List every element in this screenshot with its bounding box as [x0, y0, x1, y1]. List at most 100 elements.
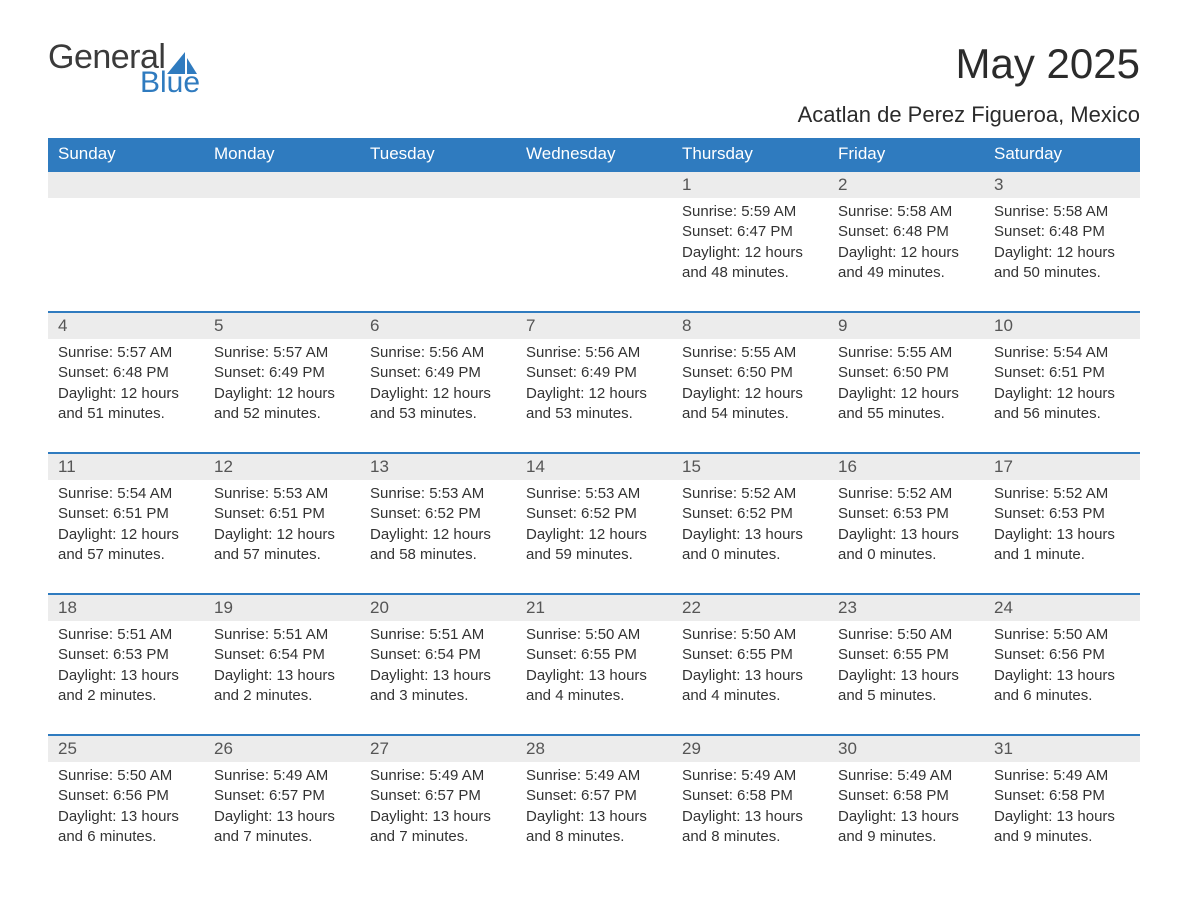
day-number-row: 11121314151617: [48, 454, 1140, 480]
day-cell: Sunrise: 5:50 AMSunset: 6:55 PMDaylight:…: [516, 621, 672, 734]
calendar-week: 11121314151617Sunrise: 5:54 AMSunset: 6:…: [48, 452, 1140, 593]
weekday-header-row: SundayMondayTuesdayWednesdayThursdayFrid…: [48, 138, 1140, 170]
day-number: 16: [828, 454, 984, 480]
sunset-text: Sunset: 6:52 PM: [682, 504, 818, 524]
sunrise-text: Sunrise: 5:58 AM: [838, 202, 974, 222]
day-cell: Sunrise: 5:51 AMSunset: 6:54 PMDaylight:…: [204, 621, 360, 734]
day-number: 9: [828, 313, 984, 339]
sunrise-text: Sunrise: 5:50 AM: [682, 625, 818, 645]
day-number: 13: [360, 454, 516, 480]
day-cell: Sunrise: 5:57 AMSunset: 6:48 PMDaylight:…: [48, 339, 204, 452]
sunset-text: Sunset: 6:55 PM: [526, 645, 662, 665]
day-number: 21: [516, 595, 672, 621]
sunset-text: Sunset: 6:52 PM: [526, 504, 662, 524]
sunrise-text: Sunrise: 5:52 AM: [838, 484, 974, 504]
day-number: 26: [204, 736, 360, 762]
day-number: 31: [984, 736, 1140, 762]
day-number-row: 123: [48, 172, 1140, 198]
day-number: [360, 172, 516, 198]
day-number: 4: [48, 313, 204, 339]
sunset-text: Sunset: 6:53 PM: [58, 645, 194, 665]
calendar-week: 123Sunrise: 5:59 AMSunset: 6:47 PMDaylig…: [48, 170, 1140, 311]
sunrise-text: Sunrise: 5:52 AM: [682, 484, 818, 504]
sunset-text: Sunset: 6:53 PM: [994, 504, 1130, 524]
logo: General Blue: [48, 40, 200, 98]
sunset-text: Sunset: 6:49 PM: [526, 363, 662, 383]
daylight-text: Daylight: 13 hours and 0 minutes.: [682, 525, 818, 566]
weekday-header: Tuesday: [360, 138, 516, 170]
daylight-text: Daylight: 13 hours and 4 minutes.: [682, 666, 818, 707]
sunset-text: Sunset: 6:58 PM: [682, 786, 818, 806]
daylight-text: Daylight: 12 hours and 53 minutes.: [370, 384, 506, 425]
day-number: 22: [672, 595, 828, 621]
day-number: 28: [516, 736, 672, 762]
day-number: [516, 172, 672, 198]
sunrise-text: Sunrise: 5:49 AM: [838, 766, 974, 786]
daylight-text: Daylight: 12 hours and 58 minutes.: [370, 525, 506, 566]
daylight-text: Daylight: 12 hours and 54 minutes.: [682, 384, 818, 425]
sunrise-text: Sunrise: 5:59 AM: [682, 202, 818, 222]
day-cell: Sunrise: 5:49 AMSunset: 6:58 PMDaylight:…: [828, 762, 984, 875]
day-content-row: Sunrise: 5:51 AMSunset: 6:53 PMDaylight:…: [48, 621, 1140, 734]
daylight-text: Daylight: 13 hours and 3 minutes.: [370, 666, 506, 707]
sunset-text: Sunset: 6:50 PM: [682, 363, 818, 383]
day-cell: Sunrise: 5:49 AMSunset: 6:57 PMDaylight:…: [204, 762, 360, 875]
sunrise-text: Sunrise: 5:56 AM: [526, 343, 662, 363]
day-cell: Sunrise: 5:53 AMSunset: 6:52 PMDaylight:…: [360, 480, 516, 593]
day-content-row: Sunrise: 5:50 AMSunset: 6:56 PMDaylight:…: [48, 762, 1140, 875]
day-number: 15: [672, 454, 828, 480]
daylight-text: Daylight: 12 hours and 56 minutes.: [994, 384, 1130, 425]
sunset-text: Sunset: 6:55 PM: [838, 645, 974, 665]
day-number: 5: [204, 313, 360, 339]
calendar-week: 25262728293031Sunrise: 5:50 AMSunset: 6:…: [48, 734, 1140, 875]
sunrise-text: Sunrise: 5:50 AM: [58, 766, 194, 786]
day-cell: Sunrise: 5:54 AMSunset: 6:51 PMDaylight:…: [984, 339, 1140, 452]
sunrise-text: Sunrise: 5:57 AM: [58, 343, 194, 363]
day-cell: Sunrise: 5:57 AMSunset: 6:49 PMDaylight:…: [204, 339, 360, 452]
day-number: 8: [672, 313, 828, 339]
day-number: 25: [48, 736, 204, 762]
day-number: [48, 172, 204, 198]
sunset-text: Sunset: 6:55 PM: [682, 645, 818, 665]
location: Acatlan de Perez Figueroa, Mexico: [798, 102, 1140, 128]
weekday-header: Saturday: [984, 138, 1140, 170]
day-number: 23: [828, 595, 984, 621]
sunset-text: Sunset: 6:50 PM: [838, 363, 974, 383]
sunset-text: Sunset: 6:56 PM: [58, 786, 194, 806]
sunrise-text: Sunrise: 5:49 AM: [214, 766, 350, 786]
day-number-row: 25262728293031: [48, 736, 1140, 762]
day-cell: Sunrise: 5:50 AMSunset: 6:55 PMDaylight:…: [672, 621, 828, 734]
calendar-week: 18192021222324Sunrise: 5:51 AMSunset: 6:…: [48, 593, 1140, 734]
day-number: 19: [204, 595, 360, 621]
weekday-header: Friday: [828, 138, 984, 170]
day-cell: Sunrise: 5:50 AMSunset: 6:56 PMDaylight:…: [984, 621, 1140, 734]
sunrise-text: Sunrise: 5:50 AM: [994, 625, 1130, 645]
day-cell: [360, 198, 516, 311]
sunrise-text: Sunrise: 5:49 AM: [682, 766, 818, 786]
day-cell: Sunrise: 5:49 AMSunset: 6:58 PMDaylight:…: [672, 762, 828, 875]
sunrise-text: Sunrise: 5:58 AM: [994, 202, 1130, 222]
day-cell: Sunrise: 5:56 AMSunset: 6:49 PMDaylight:…: [360, 339, 516, 452]
sunset-text: Sunset: 6:49 PM: [370, 363, 506, 383]
sunset-text: Sunset: 6:54 PM: [214, 645, 350, 665]
sunrise-text: Sunrise: 5:49 AM: [370, 766, 506, 786]
daylight-text: Daylight: 13 hours and 2 minutes.: [58, 666, 194, 707]
day-cell: Sunrise: 5:49 AMSunset: 6:57 PMDaylight:…: [516, 762, 672, 875]
daylight-text: Daylight: 13 hours and 4 minutes.: [526, 666, 662, 707]
sunset-text: Sunset: 6:57 PM: [214, 786, 350, 806]
day-number: 11: [48, 454, 204, 480]
day-cell: Sunrise: 5:49 AMSunset: 6:57 PMDaylight:…: [360, 762, 516, 875]
sunset-text: Sunset: 6:53 PM: [838, 504, 974, 524]
day-number: 20: [360, 595, 516, 621]
sunset-text: Sunset: 6:54 PM: [370, 645, 506, 665]
daylight-text: Daylight: 13 hours and 5 minutes.: [838, 666, 974, 707]
day-cell: Sunrise: 5:55 AMSunset: 6:50 PMDaylight:…: [828, 339, 984, 452]
day-number: 29: [672, 736, 828, 762]
day-number: 17: [984, 454, 1140, 480]
daylight-text: Daylight: 13 hours and 1 minute.: [994, 525, 1130, 566]
day-number: 12: [204, 454, 360, 480]
day-number: 2: [828, 172, 984, 198]
day-cell: Sunrise: 5:50 AMSunset: 6:56 PMDaylight:…: [48, 762, 204, 875]
page: General Blue May 2025 Acatlan de Perez F…: [0, 0, 1188, 895]
sunset-text: Sunset: 6:56 PM: [994, 645, 1130, 665]
